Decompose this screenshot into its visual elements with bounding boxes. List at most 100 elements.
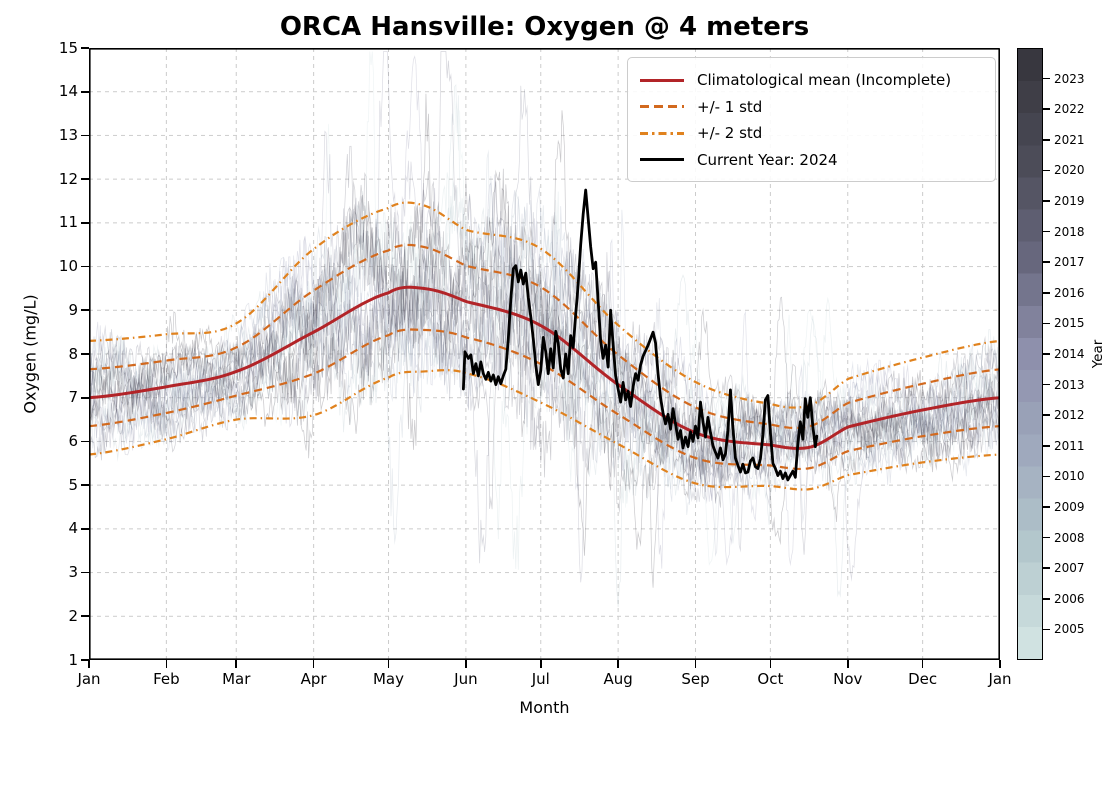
legend-item-current-year: Current Year: 2024 xyxy=(640,147,983,174)
colorbar-tick-mark xyxy=(1043,445,1050,447)
x-tick-label: Jun xyxy=(454,670,478,688)
colorbar-tick-mark xyxy=(1043,292,1050,294)
colorbar-tick-label: 2007 xyxy=(1054,561,1085,576)
y-tick-mark xyxy=(81,396,89,399)
colorbar-tick-mark xyxy=(1043,108,1050,110)
x-tick-mark xyxy=(312,660,315,668)
colorbar-tick-label: 2020 xyxy=(1054,163,1085,178)
colorbar-tick-label: 2013 xyxy=(1054,377,1085,392)
y-tick-mark xyxy=(81,528,89,530)
colorbar xyxy=(1017,48,1043,660)
x-tick-label: May xyxy=(372,670,404,688)
colorbar-tick-label: 2012 xyxy=(1054,408,1085,423)
x-tick-label: Aug xyxy=(603,670,633,688)
x-axis-label: Month xyxy=(519,698,570,717)
y-tick-mark xyxy=(81,659,89,661)
x-tick-label: Sep xyxy=(681,670,710,688)
legend-label-current-year: Current Year: 2024 xyxy=(697,150,838,169)
legend-label-mean: Climatological mean (Incomplete) xyxy=(697,71,952,90)
y-tick-mark xyxy=(81,265,89,268)
x-tick-label: Apr xyxy=(300,670,327,688)
y-tick-label: 5 xyxy=(68,475,78,494)
colorbar-tick-mark xyxy=(1043,567,1050,569)
chart-title: ORCA Hansville: Oxygen @ 4 meters xyxy=(279,12,810,42)
y-axis-label: Oxygen (mg/L) xyxy=(20,294,40,414)
y-tick-mark xyxy=(81,484,89,486)
colorbar-tick-mark xyxy=(1043,598,1050,600)
x-tick-mark xyxy=(921,660,924,668)
legend-item-mean: Climatological mean (Incomplete) xyxy=(640,67,983,94)
y-tick-label: 11 xyxy=(58,213,78,232)
colorbar-tick-mark xyxy=(1043,230,1050,233)
legend-line-std2 xyxy=(640,131,684,135)
x-tick-label: Jan xyxy=(77,670,101,688)
colorbar-tick-mark xyxy=(1043,353,1050,355)
colorbar-tick-mark xyxy=(1043,322,1050,325)
y-tick-mark xyxy=(81,571,89,574)
colorbar-tick-mark xyxy=(1043,628,1050,631)
colorbar-tick-label: 2009 xyxy=(1054,500,1085,514)
y-tick-mark xyxy=(81,90,89,93)
x-tick-mark xyxy=(846,660,849,668)
legend-line-current-year xyxy=(640,158,684,162)
colorbar-tick-label: 2014 xyxy=(1054,347,1085,361)
y-tick-mark xyxy=(81,353,89,355)
y-tick-mark xyxy=(81,440,89,443)
colorbar-tick-mark xyxy=(1043,200,1050,202)
colorbar-tick-mark xyxy=(1043,169,1050,172)
colorbar-tick-mark xyxy=(1043,383,1050,386)
y-tick-mark xyxy=(81,178,89,180)
colorbar-tick-label: 2022 xyxy=(1054,102,1085,117)
x-tick-mark xyxy=(88,660,90,668)
legend-label-std2: +/- 2 std xyxy=(697,124,763,143)
colorbar-tick-label: 2008 xyxy=(1054,530,1085,545)
x-tick-label: Oct xyxy=(757,670,784,688)
legend-label-std1: +/- 1 std xyxy=(697,97,763,116)
colorbar-tick-label: 2011 xyxy=(1054,438,1085,453)
colorbar-tick-label: 2017 xyxy=(1054,255,1085,270)
y-tick-label: 12 xyxy=(58,169,78,188)
x-tick-label: Jul xyxy=(531,670,550,688)
y-tick-label: 9 xyxy=(68,300,78,319)
colorbar-tick-mark xyxy=(1043,261,1050,263)
x-tick-label: Mar xyxy=(222,670,251,688)
y-tick-label: 3 xyxy=(68,563,78,582)
y-tick-label: 13 xyxy=(58,125,78,144)
colorbar-tick-label: 2005 xyxy=(1054,622,1085,637)
y-tick-label: 4 xyxy=(68,519,78,538)
colorbar-tick-mark xyxy=(1043,414,1050,416)
y-tick-mark xyxy=(81,134,89,137)
colorbar-tick-label: 2021 xyxy=(1054,132,1085,147)
legend-item-std1: +/- 1 std xyxy=(640,94,983,121)
x-tick-mark xyxy=(694,660,697,668)
x-tick-label: Feb xyxy=(153,670,180,688)
x-tick-label: Dec xyxy=(908,670,938,688)
colorbar-tick-mark xyxy=(1043,536,1050,539)
y-tick-mark xyxy=(81,309,89,312)
y-tick-label: 7 xyxy=(68,388,78,407)
y-tick-mark xyxy=(81,615,89,618)
y-tick-label: 10 xyxy=(58,257,78,276)
x-tick-mark xyxy=(165,660,168,668)
colorbar-tick-mark xyxy=(1043,77,1050,80)
legend-item-std2: +/- 2 std xyxy=(640,120,983,147)
colorbar-tick-mark xyxy=(1043,139,1050,141)
colorbar-tick-mark xyxy=(1043,475,1050,478)
colorbar-tick-label: 2023 xyxy=(1054,71,1085,86)
x-tick-mark xyxy=(465,660,467,668)
y-tick-label: 2 xyxy=(68,606,78,625)
x-tick-label: Nov xyxy=(833,670,863,688)
colorbar-tick-label: 2015 xyxy=(1054,316,1085,331)
colorbar-tick-label: 2018 xyxy=(1054,224,1085,239)
x-tick-mark xyxy=(769,660,772,668)
colorbar-tick-label: 2016 xyxy=(1054,285,1085,300)
colorbar-tick-mark xyxy=(1043,506,1050,508)
y-tick-mark xyxy=(81,47,89,49)
colorbar-label: Year xyxy=(1090,339,1106,369)
footer: W IOOS xyxy=(0,712,1120,792)
y-tick-mark xyxy=(81,222,89,224)
y-tick-label: 6 xyxy=(68,431,78,450)
legend-line-mean xyxy=(640,78,684,82)
colorbar-tick-label: 2019 xyxy=(1054,194,1085,208)
y-tick-label: 15 xyxy=(58,38,78,57)
